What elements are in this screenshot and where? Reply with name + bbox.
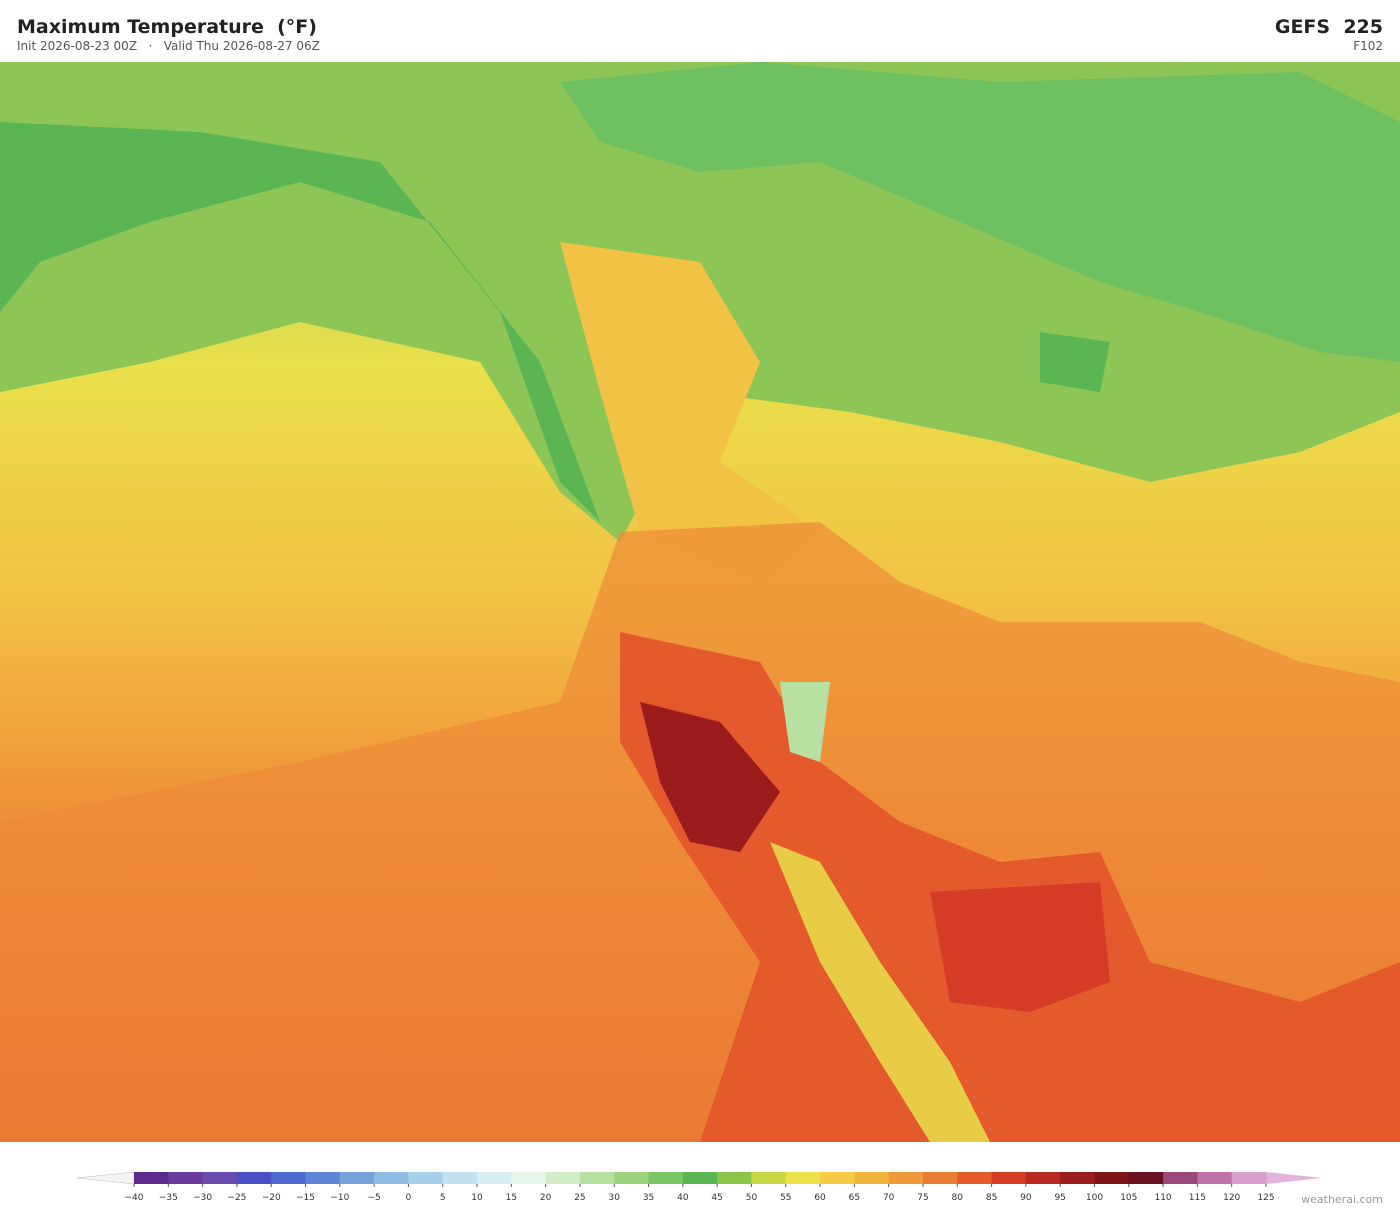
tick-label: 15 bbox=[506, 1193, 517, 1203]
tick-label: −25 bbox=[227, 1193, 246, 1203]
colorbar-segment bbox=[957, 1172, 993, 1184]
tick-label: −15 bbox=[296, 1193, 315, 1203]
colorbar-segment bbox=[1197, 1172, 1233, 1184]
colorbar-segment bbox=[922, 1172, 958, 1184]
tick-label: 55 bbox=[780, 1193, 791, 1203]
colorbar-segment bbox=[408, 1172, 444, 1184]
tick-label: 25 bbox=[574, 1193, 585, 1203]
tick-label: 100 bbox=[1086, 1193, 1103, 1203]
tick-label: 45 bbox=[711, 1193, 722, 1203]
tick-label: −5 bbox=[367, 1193, 380, 1203]
tick-label: 10 bbox=[471, 1193, 483, 1203]
tick-label: −40 bbox=[125, 1193, 144, 1203]
colorbar-segment bbox=[854, 1172, 890, 1184]
colorbar-segment bbox=[202, 1172, 238, 1184]
tick-label: 95 bbox=[1054, 1193, 1065, 1203]
tick-label: −20 bbox=[262, 1193, 281, 1203]
tick-label: 80 bbox=[952, 1193, 964, 1203]
colorbar-segment bbox=[717, 1172, 752, 1184]
tick-label: −35 bbox=[159, 1193, 178, 1203]
title: Maximum Temperature (°F) bbox=[17, 16, 317, 38]
under-triangle bbox=[76, 1171, 135, 1185]
subtitle: Init 2026-08-23 00Z · Valid Thu 2026-08-… bbox=[17, 39, 320, 53]
colorbar-segment bbox=[374, 1172, 409, 1184]
colorbar-segment bbox=[614, 1172, 650, 1184]
colorbar-segment bbox=[991, 1172, 1027, 1184]
colorbar-segment bbox=[1231, 1172, 1267, 1184]
colorbar-segment bbox=[648, 1172, 684, 1184]
tick-label: 30 bbox=[609, 1193, 621, 1203]
colorbar-segment bbox=[545, 1172, 581, 1184]
colorbar-segment bbox=[511, 1172, 547, 1184]
colorbar-segment bbox=[339, 1172, 375, 1184]
colorbar: −40 −35 −30 −25 −20 −15 −10 −5 0 5 10 15 20 25 30 35 40 4… bbox=[76, 1171, 1322, 1203]
colorbar-segment bbox=[579, 1172, 615, 1184]
colorbar-segment bbox=[1094, 1172, 1130, 1184]
colorbar-segment bbox=[1025, 1172, 1061, 1184]
tick-label: 20 bbox=[540, 1193, 552, 1203]
over-triangle bbox=[1266, 1172, 1322, 1184]
tick-label: −10 bbox=[330, 1193, 349, 1203]
colorbar-segment bbox=[751, 1172, 787, 1184]
tick-label: −30 bbox=[193, 1193, 212, 1203]
colorbar-segment bbox=[1128, 1172, 1164, 1184]
tick-label: 90 bbox=[1020, 1193, 1032, 1203]
forecast-hour: F102 bbox=[1353, 39, 1383, 53]
tick-label: 125 bbox=[1257, 1193, 1274, 1203]
model: GEFS 225 bbox=[1274, 16, 1383, 38]
colorbar-segment bbox=[682, 1172, 718, 1184]
tick-label: 35 bbox=[643, 1193, 654, 1203]
colorbar-segment bbox=[888, 1172, 924, 1184]
tick-label: 60 bbox=[814, 1193, 826, 1203]
colorbar-segment bbox=[271, 1172, 307, 1184]
colorbar-segment bbox=[1060, 1172, 1095, 1184]
colorbar-segment bbox=[477, 1172, 512, 1184]
map bbox=[0, 62, 1400, 1142]
tick-label: 50 bbox=[746, 1193, 758, 1203]
tick-label: 105 bbox=[1120, 1193, 1137, 1203]
watermark: weatherai.com bbox=[1301, 1193, 1383, 1206]
tick-label: 85 bbox=[986, 1193, 997, 1203]
colorbar-segment bbox=[305, 1172, 341, 1184]
colorbar-segment bbox=[820, 1172, 855, 1184]
tick-label: 110 bbox=[1154, 1193, 1171, 1203]
tick-label: 0 bbox=[406, 1193, 412, 1203]
tick-label: 115 bbox=[1189, 1193, 1206, 1203]
tick-label: 70 bbox=[883, 1193, 895, 1203]
colorbar-segment bbox=[168, 1172, 204, 1184]
colorbar-segment bbox=[785, 1172, 821, 1184]
tick-label: 5 bbox=[440, 1193, 446, 1203]
tick-label: 120 bbox=[1223, 1193, 1240, 1203]
tick-label: 65 bbox=[849, 1193, 860, 1203]
colorbar-segment bbox=[134, 1172, 169, 1184]
colorbar-segment bbox=[236, 1172, 272, 1184]
tick-label: 75 bbox=[917, 1193, 928, 1203]
tick-label: 40 bbox=[677, 1193, 689, 1203]
colorbar-segment bbox=[442, 1172, 478, 1184]
colorbar-segment bbox=[1163, 1172, 1198, 1184]
